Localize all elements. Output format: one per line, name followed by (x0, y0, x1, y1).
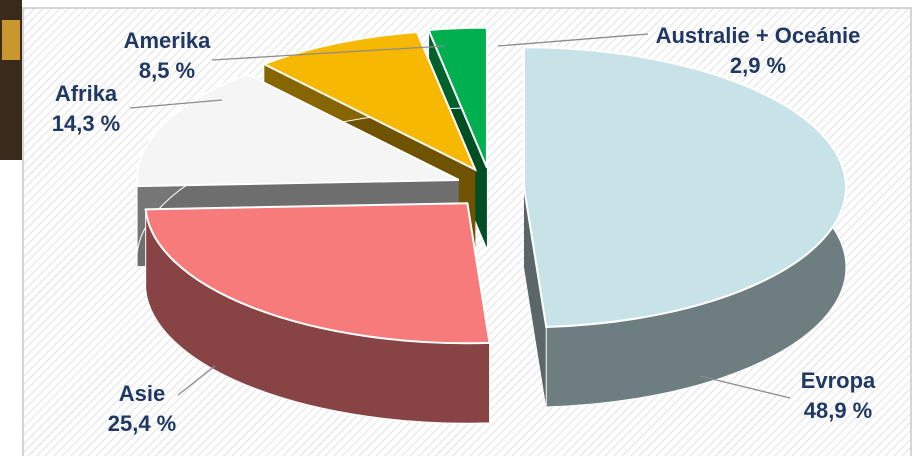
value-label: 14,3 % (52, 111, 121, 136)
value-label: 8,5 % (139, 58, 195, 83)
category-label: Australie + Oceánie (656, 23, 861, 48)
page: {"chart_data": {"type": "pie", "categori… (0, 0, 922, 456)
category-label: Asie (119, 381, 165, 406)
photo-fragment (2, 20, 20, 60)
value-label: 48,9 % (804, 398, 873, 423)
category-label: Amerika (124, 28, 212, 53)
chart: Evropa 48,9 % Asie 25,4 % Afrika 14,3 % Amerik… (0, 0, 922, 456)
category-label: Evropa (801, 368, 876, 393)
value-label: 25,4 % (108, 411, 177, 436)
value-label: 2,9 % (730, 53, 786, 78)
category-label: Afrika (55, 81, 118, 106)
